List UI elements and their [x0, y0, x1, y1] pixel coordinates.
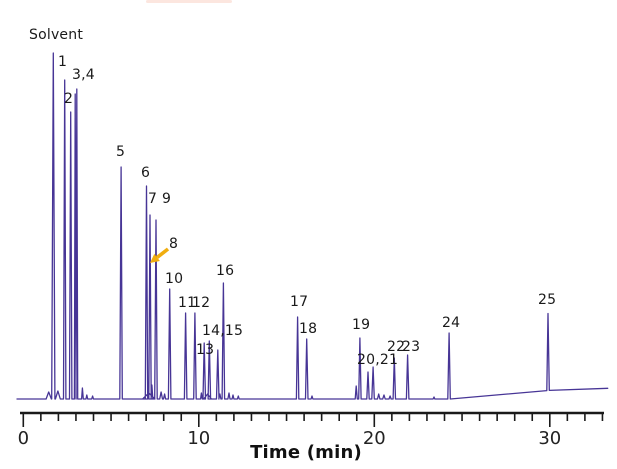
peak-label-18: 18 — [299, 321, 318, 337]
peak-label-19: 19 — [352, 317, 371, 333]
x-tick-label-20: 20 — [362, 428, 386, 449]
x-tick-label-10: 10 — [187, 428, 211, 449]
peak-label-23: 23 — [402, 339, 421, 355]
peak-label-22: 22 — [387, 339, 406, 355]
peak-label-20-21: 20,21 — [357, 352, 399, 368]
peak-label-2: 2 — [64, 91, 74, 107]
x-tick-label-0: 0 — [17, 428, 30, 449]
peak-label-Solvent: Solvent — [29, 27, 84, 43]
peak-label-6: 6 — [141, 165, 151, 181]
x-axis-title: Time (min) — [250, 442, 362, 463]
peak-label-7: 7 — [148, 191, 158, 207]
peak-label-24: 24 — [442, 315, 461, 331]
peak-label-1: 1 — [58, 54, 68, 70]
arrow-head — [150, 253, 160, 263]
peak-label-10: 10 — [165, 271, 184, 287]
chromatogram-trace — [16, 52, 609, 400]
peak-label-16: 16 — [216, 263, 235, 279]
peak-label-13: 13 — [196, 342, 215, 358]
peak-label-9: 9 — [162, 191, 172, 207]
peak-label-25: 25 — [538, 292, 557, 308]
x-axis — [20, 411, 604, 427]
peak-label-12: 12 — [192, 295, 211, 311]
peak-label-5: 5 — [116, 144, 126, 160]
peak-label-17: 17 — [290, 294, 309, 310]
peak8-arrow-icon — [150, 247, 170, 263]
arrow-shaft — [155, 247, 170, 259]
x-tick-label-30: 30 — [538, 428, 562, 449]
peak-label-3-4: 3,4 — [72, 67, 95, 83]
peak-label-14-15: 14,15 — [202, 323, 244, 339]
cropped-text-artifact — [146, 0, 232, 3]
peak-label-8: 8 — [169, 236, 179, 252]
peak-label-11: 11 — [178, 295, 197, 311]
